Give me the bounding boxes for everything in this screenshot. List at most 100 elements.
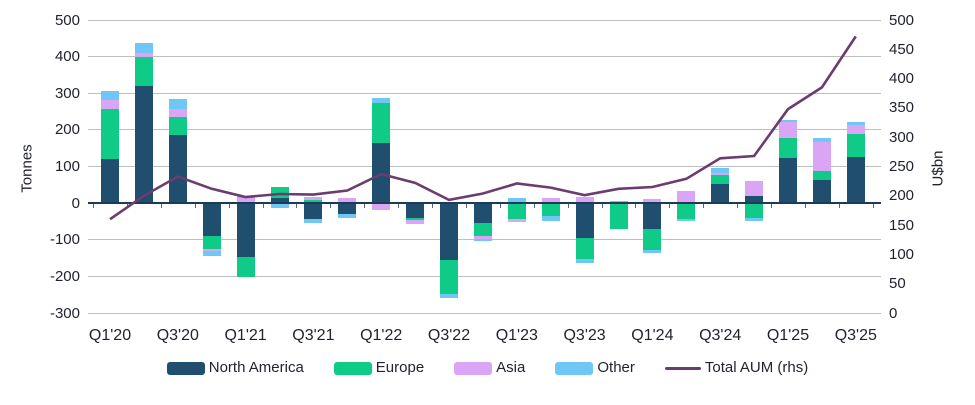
bar-segment-north-america xyxy=(372,143,391,204)
legend-label-europe: Europe xyxy=(375,359,425,376)
legend-item-total-aum-rhs-: Total AUM (rhs) xyxy=(664,359,809,376)
category-axis-tick xyxy=(601,204,603,209)
legend-item-other: Other xyxy=(555,360,635,376)
bar-segment-other xyxy=(473,239,492,242)
bar-segment-other xyxy=(846,122,865,125)
bar-segment-europe xyxy=(745,203,764,218)
bar-segment-other xyxy=(134,42,153,53)
bar-segment-other xyxy=(372,98,391,103)
bar-segment-north-america xyxy=(134,85,153,204)
legend-line-swatch-total-aum-rhs- xyxy=(664,366,701,370)
bar-segment-europe xyxy=(168,117,187,136)
x-axis-label: Q3'25 xyxy=(834,327,877,344)
x-axis-label: Q1'20 xyxy=(88,327,132,344)
bar-segment-europe xyxy=(541,203,560,217)
bar-segment-europe xyxy=(575,237,594,260)
bar-segment-north-america xyxy=(575,203,594,238)
category-axis-tick xyxy=(93,204,95,209)
category-axis-tick xyxy=(771,204,773,209)
bar-segment-north-america xyxy=(812,179,831,204)
y-axis-label-left: -300 xyxy=(49,304,80,322)
x-axis-label: Q1'25 xyxy=(766,327,810,344)
x-axis-label: Q3'23 xyxy=(563,327,606,344)
legend-swatch-north-america xyxy=(166,361,205,375)
bar-segment-europe xyxy=(711,175,730,185)
gridline xyxy=(88,275,881,277)
bar-segment-other xyxy=(711,167,730,174)
left-axis-title: Tonnes xyxy=(18,144,36,193)
legend-item-north-america: North America xyxy=(166,360,304,376)
gridline xyxy=(88,19,881,21)
bar-segment-asia xyxy=(101,100,119,110)
y-axis-label-left: 200 xyxy=(54,121,80,139)
legend-item-asia: Asia xyxy=(454,360,525,376)
bar-segment-europe xyxy=(812,171,831,180)
bar-segment-asia xyxy=(711,173,730,176)
aum-line xyxy=(109,35,857,221)
bar-segment-other xyxy=(101,91,119,101)
bar-segment-other xyxy=(779,119,797,123)
bar-segment-europe xyxy=(677,203,696,219)
bar-segment-europe xyxy=(473,223,492,237)
bar-segment-europe xyxy=(643,229,662,250)
bar-segment-north-america xyxy=(168,135,187,204)
bar-segment-north-america xyxy=(779,157,797,204)
bar-segment-north-america xyxy=(304,203,323,219)
y-axis-label-left: 0 xyxy=(71,194,80,212)
category-axis-tick xyxy=(262,204,264,209)
legend-label-asia: Asia xyxy=(496,359,526,376)
y-axis-label-left: 400 xyxy=(54,48,80,66)
bar-segment-north-america xyxy=(440,203,458,260)
gridline xyxy=(88,56,881,58)
category-axis-tick xyxy=(126,204,128,209)
category-axis-tick xyxy=(432,204,434,209)
y-axis-label-right: 400 xyxy=(889,70,915,88)
bar-segment-europe xyxy=(101,109,119,159)
bar-segment-europe xyxy=(507,203,526,219)
x-axis-label: Q3'22 xyxy=(427,327,471,344)
legend: North America Europe Asia Other Total AUM (r… xyxy=(0,360,975,376)
category-axis-tick xyxy=(703,204,705,209)
bar-segment-north-america xyxy=(101,158,119,204)
bar-segment-other xyxy=(440,294,458,298)
bar-segment-north-america xyxy=(846,156,865,204)
y-axis-label-right: 350 xyxy=(889,99,915,117)
category-axis-tick xyxy=(635,204,637,209)
y-axis-label-right: 150 xyxy=(889,216,915,234)
bar-segment-asia xyxy=(507,218,526,222)
legend-swatch-asia xyxy=(454,361,493,375)
x-axis-label: Q1'24 xyxy=(631,327,674,344)
legend-swatch-other xyxy=(555,361,594,375)
bar-segment-asia xyxy=(779,122,797,138)
legend-label-total-aum-rhs-: Total AUM (rhs) xyxy=(704,359,809,376)
x-axis-label: Q3'24 xyxy=(699,327,742,344)
y-axis-label-right: 0 xyxy=(889,304,898,322)
legend-swatch-europe xyxy=(333,361,372,375)
category-axis-tick xyxy=(398,204,400,209)
bar-segment-asia xyxy=(406,219,425,224)
category-axis-tick xyxy=(669,204,671,209)
bar-segment-asia xyxy=(812,142,831,172)
y-axis-label-right: 200 xyxy=(889,187,915,205)
gridline xyxy=(88,166,881,167)
bar-segment-europe xyxy=(609,203,628,230)
bar-segment-europe xyxy=(236,256,255,278)
category-axis-tick xyxy=(364,204,366,209)
y-axis-label-right: 250 xyxy=(889,158,915,175)
bar-segment-other xyxy=(812,137,831,143)
bar-segment-asia xyxy=(473,236,492,240)
category-axis-tick xyxy=(533,204,535,209)
bar-segment-other xyxy=(202,251,221,256)
bar-segment-asia xyxy=(745,181,764,197)
bar-segment-europe xyxy=(440,259,458,295)
bar-segment-europe xyxy=(134,56,153,86)
x-axis-label: Q1'22 xyxy=(360,327,403,344)
y-axis-label-left: -100 xyxy=(49,231,80,249)
legend-item-europe: Europe xyxy=(333,359,425,376)
category-axis-tick xyxy=(838,204,840,209)
legend-label-other: Other xyxy=(597,359,635,376)
category-axis-tick xyxy=(228,204,230,209)
y-axis-label-left: 500 xyxy=(54,11,80,29)
bar-segment-europe xyxy=(372,102,391,144)
